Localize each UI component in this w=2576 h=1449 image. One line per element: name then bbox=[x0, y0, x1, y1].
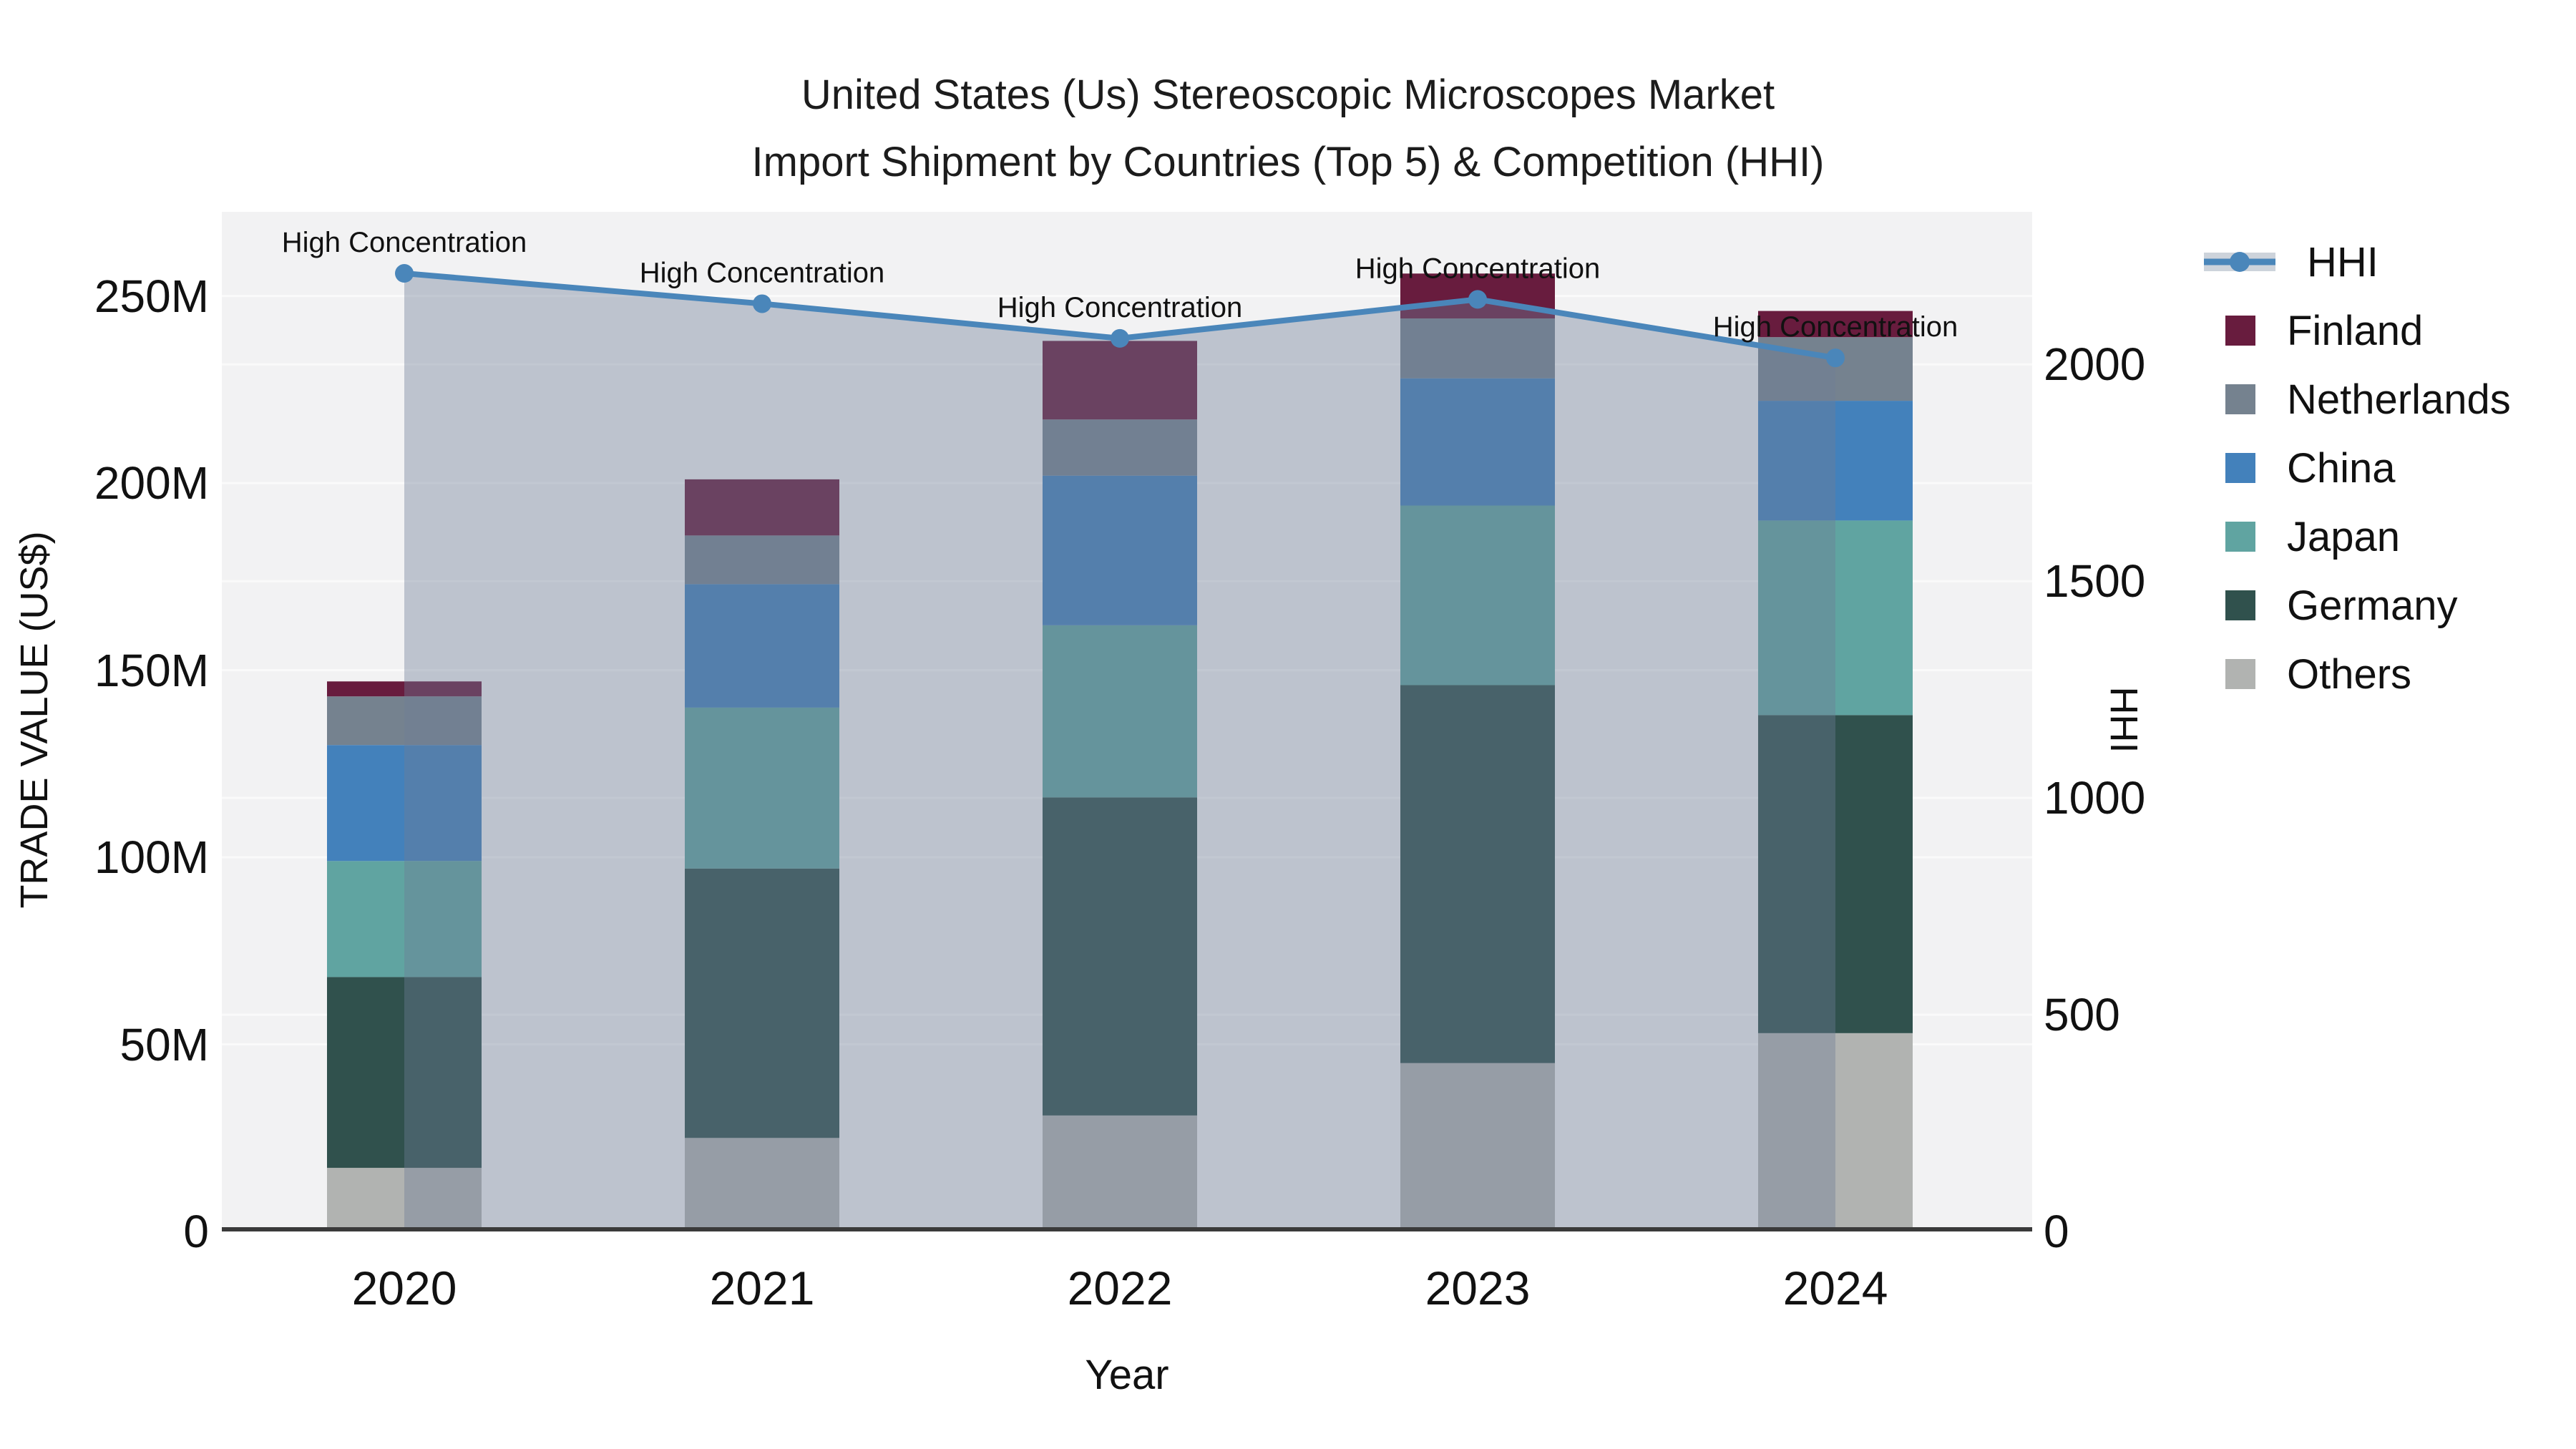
hhi-marker-2024[interactable] bbox=[1826, 348, 1845, 368]
annotation-2021: High Concentration bbox=[640, 257, 884, 288]
bar-segment-china-2022[interactable] bbox=[1043, 475, 1197, 625]
y-right-tick-500: 500 bbox=[2044, 989, 2120, 1041]
bar-segment-finland-2021[interactable] bbox=[685, 479, 839, 536]
bar-segment-finland-2024[interactable] bbox=[1758, 311, 1913, 338]
plot-area: High Concentration High Concentration High… bbox=[222, 212, 2032, 1231]
bar-segment-others-2022[interactable] bbox=[1043, 1115, 1197, 1231]
bar-segment-finland-2020[interactable] bbox=[327, 681, 482, 697]
bar-segment-japan-2024[interactable] bbox=[1758, 520, 1913, 716]
y-left-tick-150M: 150M bbox=[94, 644, 209, 696]
legend-label: HHI bbox=[2307, 238, 2379, 286]
hhi-line-sample-icon bbox=[2204, 242, 2275, 282]
y-right-tick-1000: 1000 bbox=[2044, 772, 2146, 824]
y-left-tick-100M: 100M bbox=[94, 831, 209, 884]
bar-segment-germany-2023[interactable] bbox=[1400, 685, 1555, 1063]
legend-swatch-others bbox=[2225, 659, 2255, 689]
annotation-2022: High Concentration bbox=[997, 292, 1242, 323]
y-right-tick-0: 0 bbox=[2044, 1206, 2069, 1257]
bar-segment-netherlands-2020[interactable] bbox=[327, 696, 482, 746]
bar-segment-germany-2020[interactable] bbox=[327, 977, 482, 1169]
bar-segment-finland-2022[interactable] bbox=[1043, 341, 1197, 420]
y-right-tick-2000: 2000 bbox=[2044, 338, 2146, 391]
chart-title-line2: Import Shipment by Countries (Top 5) & C… bbox=[751, 138, 1825, 185]
bar-segment-japan-2020[interactable] bbox=[327, 861, 482, 977]
annotation-2024: High Concentration bbox=[1713, 311, 1958, 343]
legend-label: Netherlands bbox=[2287, 376, 2511, 423]
bar-segment-germany-2022[interactable] bbox=[1043, 797, 1197, 1116]
legend-label: Germany bbox=[2287, 582, 2458, 629]
hhi-area-fill bbox=[404, 273, 1835, 1231]
legend-item-hhi[interactable]: HHI bbox=[2204, 228, 2576, 296]
y-left-tick-0: 0 bbox=[183, 1206, 209, 1257]
bar-segment-others-2023[interactable] bbox=[1400, 1063, 1555, 1231]
y-right-axis-title: HHI bbox=[2102, 686, 2145, 753]
hhi-marker-2023[interactable] bbox=[1468, 290, 1487, 309]
bar-segment-china-2024[interactable] bbox=[1758, 401, 1913, 521]
hhi-marker-2022[interactable] bbox=[1111, 328, 1129, 348]
legend-item-others[interactable]: Others bbox=[2204, 640, 2576, 708]
legend-label: Finland bbox=[2287, 307, 2424, 354]
legend: HHI Finland Netherlands China Japan Germany Ot… bbox=[2204, 228, 2576, 708]
legend-label: Others bbox=[2287, 650, 2412, 698]
x-tick-2023: 2023 bbox=[1425, 1262, 1531, 1314]
y-left-tick-250M: 250M bbox=[94, 270, 209, 322]
bar-segment-china-2021[interactable] bbox=[685, 584, 839, 708]
legend-swatch-japan bbox=[2225, 522, 2255, 552]
bar-segment-others-2024[interactable] bbox=[1758, 1033, 1913, 1231]
bar-segment-japan-2021[interactable] bbox=[685, 707, 839, 869]
hhi-marker-2021[interactable] bbox=[753, 294, 771, 313]
bar-segment-china-2020[interactable] bbox=[327, 745, 482, 862]
bar-segment-netherlands-2023[interactable] bbox=[1400, 318, 1555, 379]
legend-item-germany[interactable]: Germany bbox=[2204, 571, 2576, 640]
bar-segment-japan-2023[interactable] bbox=[1400, 505, 1555, 686]
bar-segment-germany-2024[interactable] bbox=[1758, 715, 1913, 1033]
bar-segment-others-2020[interactable] bbox=[327, 1168, 482, 1231]
y-left-axis-title: TRADE VALUE (US$) bbox=[13, 531, 56, 909]
legend-item-finland[interactable]: Finland bbox=[2204, 296, 2576, 365]
annotation-2023: High Concentration bbox=[1355, 253, 1600, 284]
hhi-marker-2020[interactable] bbox=[395, 264, 414, 283]
y-left-tick-50M: 50M bbox=[119, 1018, 210, 1070]
x-tick-2021: 2021 bbox=[709, 1262, 815, 1314]
bar-segment-japan-2022[interactable] bbox=[1043, 625, 1197, 798]
legend-item-china[interactable]: China bbox=[2204, 434, 2576, 502]
chart-title-line1: United States (Us) Stereoscopic Microsco… bbox=[801, 72, 1775, 118]
legend-swatch-netherlands bbox=[2225, 384, 2255, 414]
bar-segment-netherlands-2022[interactable] bbox=[1043, 419, 1197, 476]
chart-svg: High Concentration High Concentration High… bbox=[222, 227, 2032, 1231]
annotation-2020: High Concentration bbox=[282, 227, 527, 258]
x-tick-2020: 2020 bbox=[351, 1262, 457, 1314]
legend-item-japan[interactable]: Japan bbox=[2204, 502, 2576, 571]
bar-segment-germany-2021[interactable] bbox=[685, 868, 839, 1138]
legend-swatch-germany bbox=[2225, 590, 2255, 620]
bar-segment-others-2021[interactable] bbox=[685, 1138, 839, 1231]
legend-label: China bbox=[2287, 444, 2396, 492]
x-axis-title: Year bbox=[1085, 1352, 1169, 1398]
chart-title: United States (Us) Stereoscopic Microsco… bbox=[0, 62, 2576, 196]
legend-label: Japan bbox=[2287, 513, 2401, 560]
bar-segment-china-2023[interactable] bbox=[1400, 378, 1555, 506]
bar-segment-netherlands-2021[interactable] bbox=[685, 535, 839, 585]
legend-swatch-finland bbox=[2225, 316, 2255, 346]
x-tick-2022: 2022 bbox=[1067, 1262, 1173, 1314]
legend-item-netherlands[interactable]: Netherlands bbox=[2204, 365, 2576, 434]
x-tick-2024: 2024 bbox=[1782, 1262, 1888, 1314]
y-left-tick-200M: 200M bbox=[94, 457, 209, 509]
y-right-tick-1500: 1500 bbox=[2044, 555, 2146, 608]
legend-swatch-china bbox=[2225, 453, 2255, 483]
